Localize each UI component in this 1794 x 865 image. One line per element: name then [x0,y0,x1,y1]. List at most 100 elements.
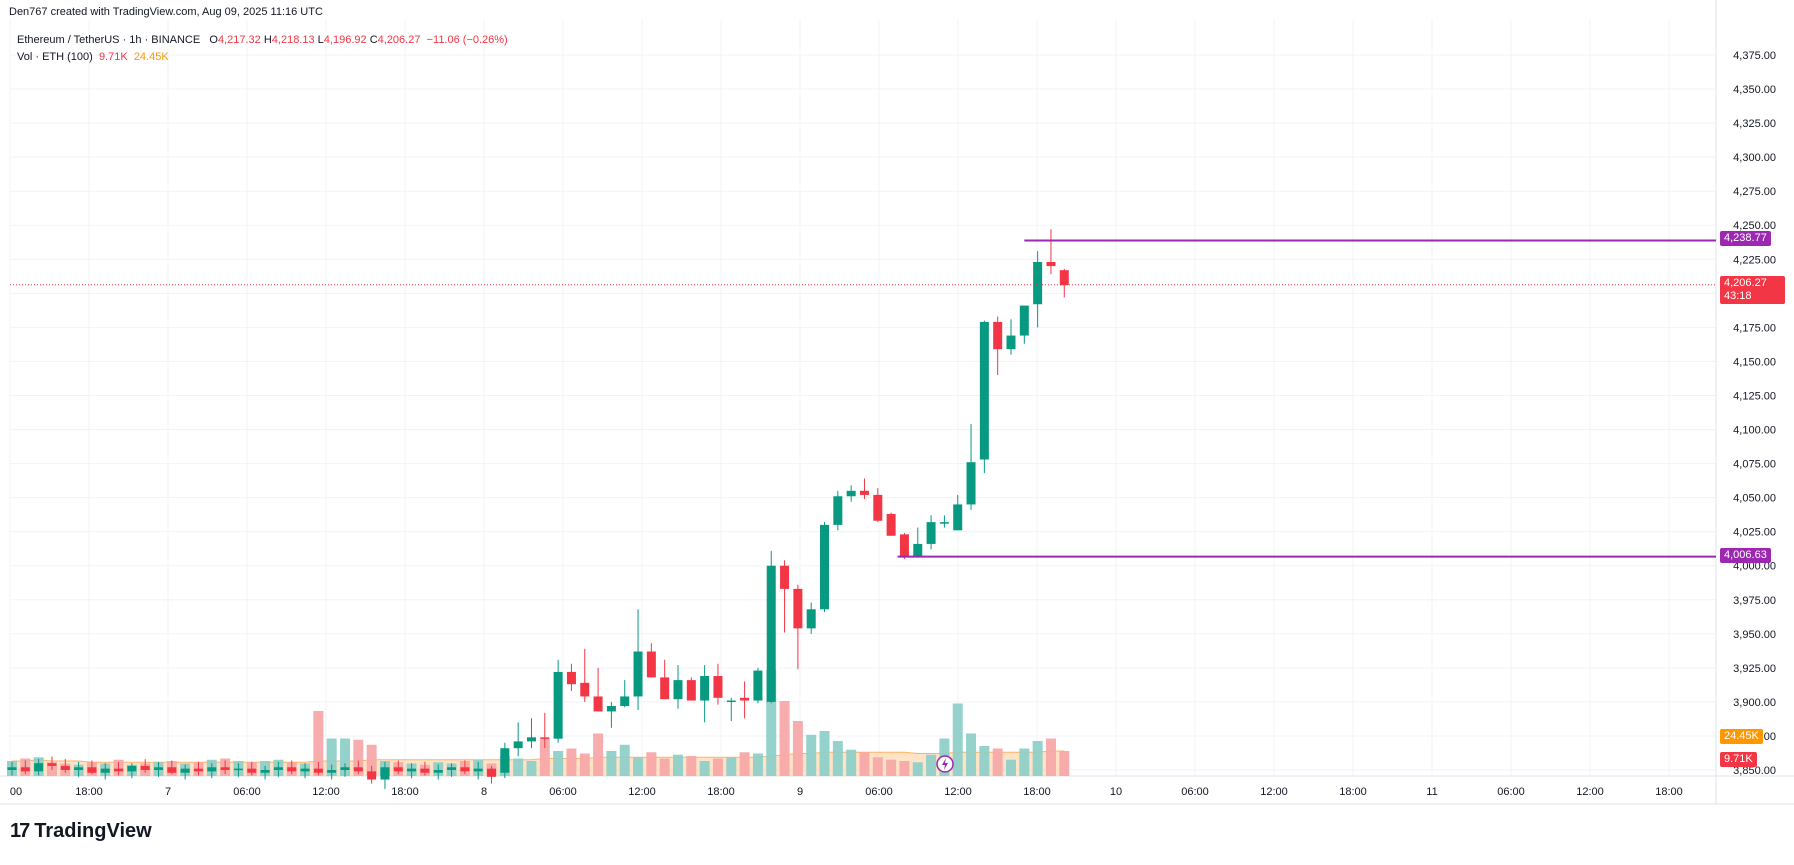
price-tick-label: 4,000.00 [1733,561,1776,573]
candle [686,677,696,701]
lightning-marker-bolt [942,758,948,770]
price-tick-label: 4,175.00 [1733,322,1776,334]
candle-body [833,496,843,525]
volume-bar [712,758,723,776]
volume-tag: 9.71K [1720,752,1757,767]
volume-bar [966,733,977,776]
candle [220,760,230,775]
volume-bar [633,757,644,776]
candle [846,485,856,502]
candle [367,765,377,784]
volume-bar [792,721,803,776]
time-tick-label: 9 [797,786,803,798]
candle-body [340,767,350,770]
candle [154,761,164,777]
time-tick-label: 18:00 [75,786,103,798]
candle [287,760,297,775]
candle [60,759,70,773]
volume-bar [846,749,857,776]
candle-body [20,767,30,772]
volume-bar [859,752,870,776]
tradingview-logo-text: TradingView [34,820,152,842]
candle-body [993,321,1003,350]
candle-body [220,767,230,770]
candle [313,761,323,776]
high-value: 4,218.13 [271,34,315,46]
time-axis: 00 18:00 7 06:00 12:00 18:00 8 06:00 12:00 18:00 9… [10,786,1683,798]
candle [7,761,17,776]
candle-body [713,676,723,698]
candle-body [407,768,417,772]
volume-bar [1006,759,1016,776]
candle-body [300,768,310,772]
candle-body [846,490,856,497]
candle [606,701,616,728]
candle-body [939,522,949,524]
volume-ma-line [12,750,1065,763]
price-tick-label: 4,150.00 [1733,356,1776,368]
candle-body [673,680,683,700]
candle-body [127,765,137,772]
candle-body [806,609,816,629]
time-tick-label: 12:00 [944,786,972,798]
candles [7,229,1069,790]
volume-bar [686,756,697,776]
candle [820,522,830,613]
candle-body [1046,262,1056,267]
candle [167,760,177,775]
candle-body [353,767,363,772]
volume-bar [566,748,577,776]
last-price-tag: 4,206.27 43:18 [1720,276,1785,304]
candle-body [380,767,390,780]
volume-ma-value: 24.45K [133,51,169,63]
candle-body [367,771,377,780]
candle-body [273,767,283,770]
candle [87,760,97,775]
candle [913,527,923,558]
candle-body [966,462,976,505]
candle-body [513,741,523,749]
candle-body [700,676,710,701]
candle-body [1033,262,1043,305]
time-tick-label: 06:00 [549,786,577,798]
candle [939,515,949,528]
candle [526,718,536,749]
candle [1033,251,1043,328]
candle [726,697,736,721]
candle-body [820,524,830,610]
volume-bar [340,738,350,776]
price-tick-label: 4,375.00 [1733,50,1776,62]
candle [859,478,869,499]
candle [673,665,683,709]
candle [207,763,217,779]
close-value: 4,206.27 [377,34,421,46]
candle-body [979,321,989,460]
candle-body [766,565,776,702]
candle-body [327,770,337,773]
candle-body [260,770,270,773]
volume-bar [1019,748,1030,776]
time-tick-label: 06:00 [1181,786,1209,798]
volume-bar [619,744,630,776]
candle-body [1006,335,1016,350]
price-tick-label: 4,125.00 [1733,390,1776,402]
candle-body [287,767,297,772]
candle-body [926,522,936,544]
tradingview-logo[interactable]: 17 TradingView [10,820,152,843]
candle [593,667,603,712]
candle-body [180,768,190,773]
high-label: H [263,34,272,46]
volume-bar [912,762,923,776]
time-tick-label: 18:00 [391,786,419,798]
candle-body [953,504,963,531]
time-tick-label: 06:00 [233,786,261,798]
candle [300,763,310,779]
candle [513,722,523,757]
candle [953,494,963,531]
candle [700,665,710,723]
volume-bar [886,759,897,776]
candle [793,584,803,670]
candle-body [913,543,923,557]
candle [1046,229,1056,275]
